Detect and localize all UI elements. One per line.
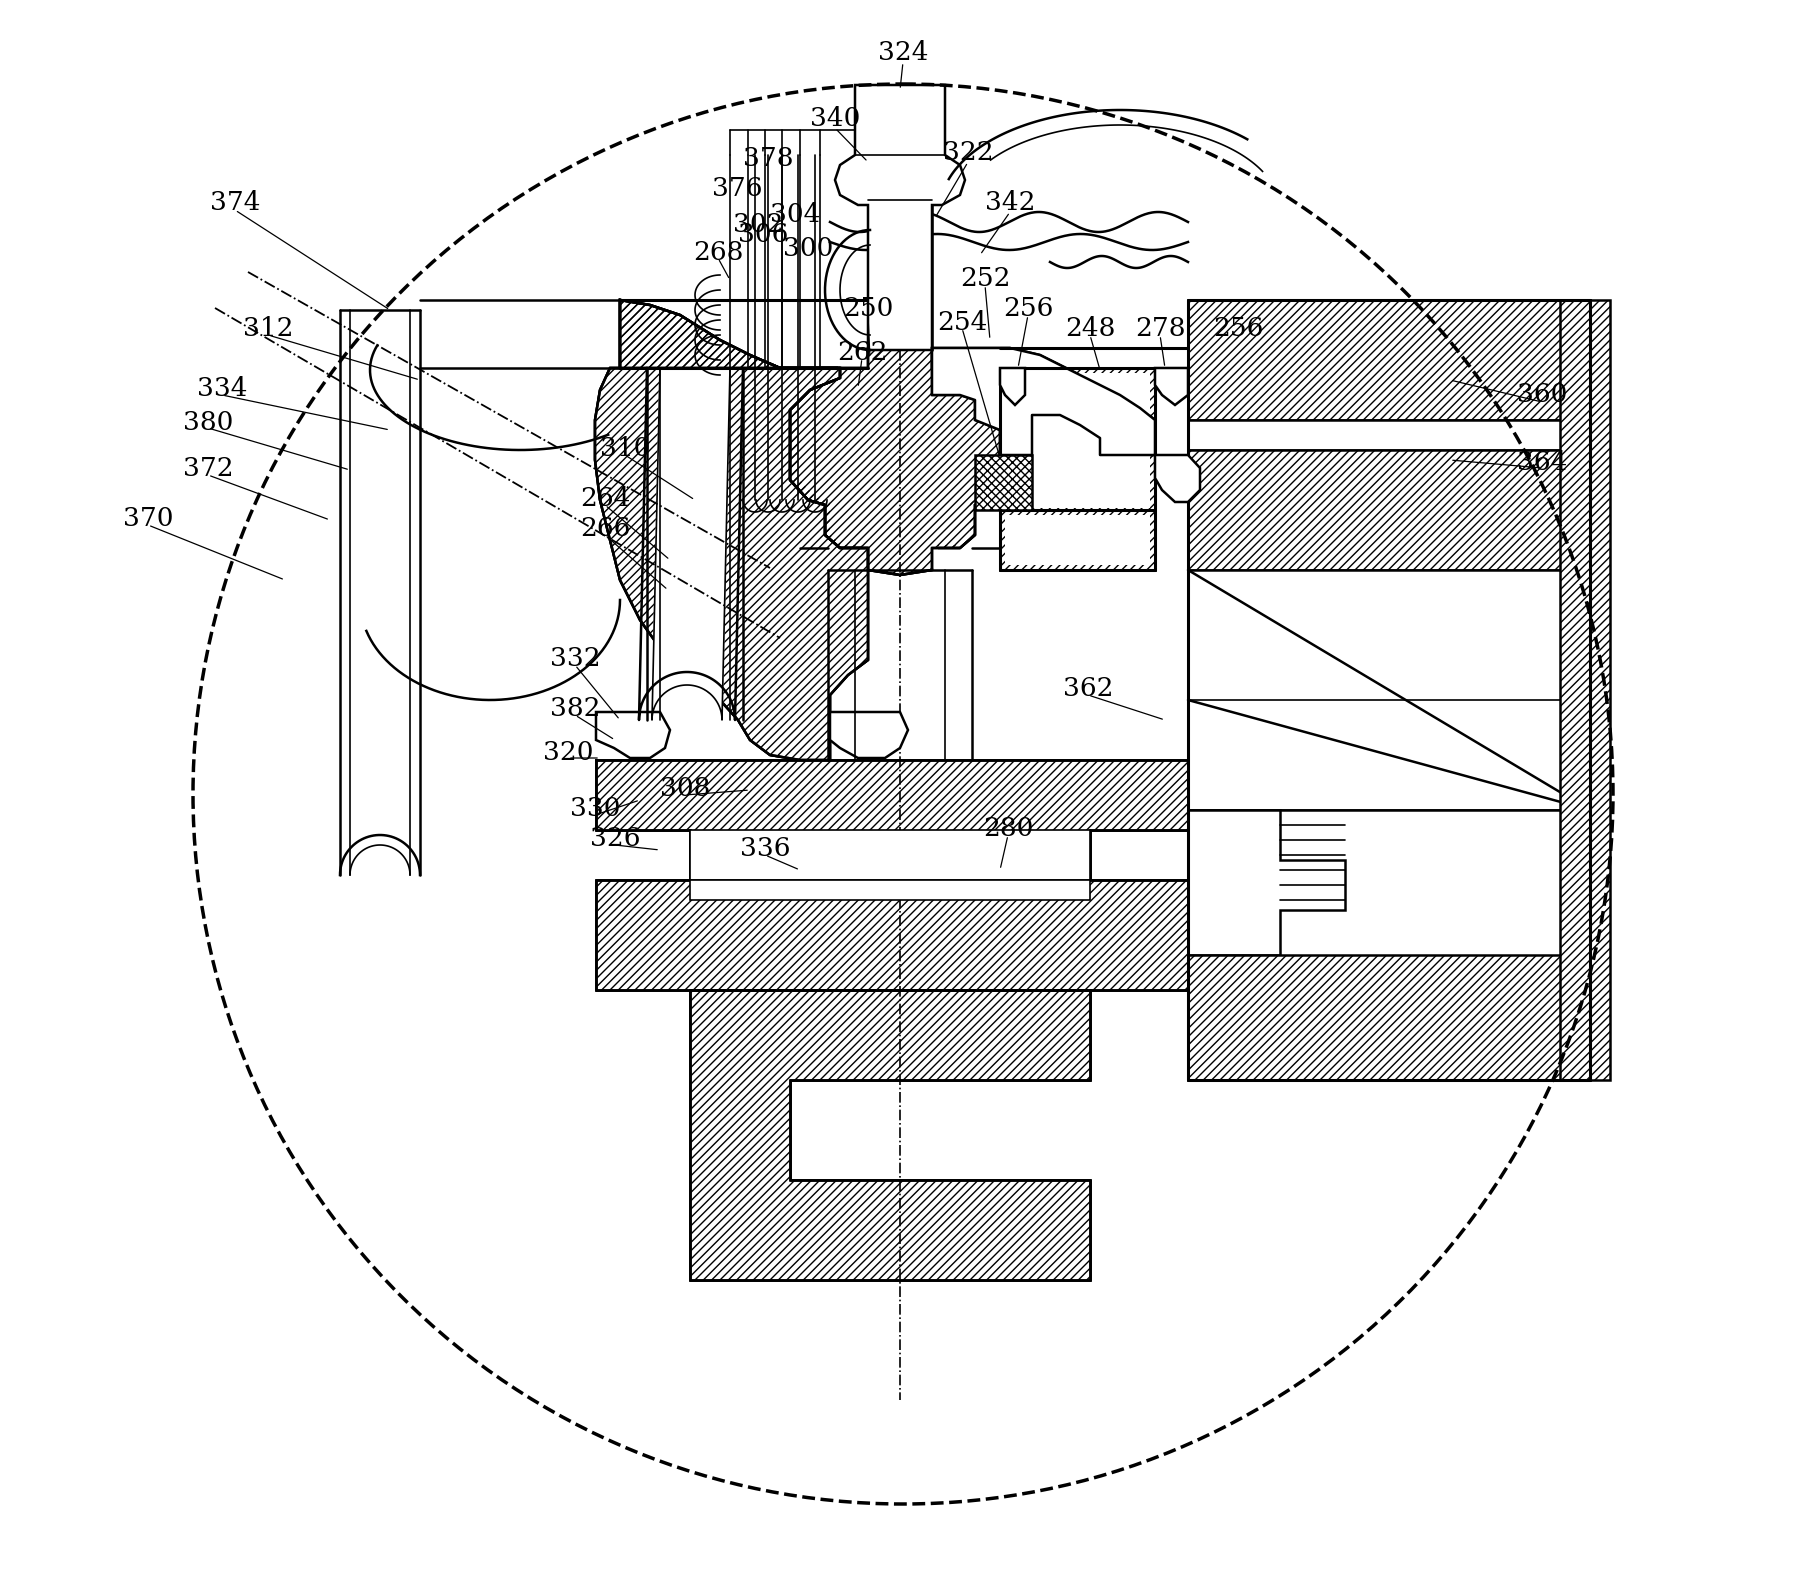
Text: 378: 378: [743, 146, 793, 170]
Text: 302: 302: [734, 213, 782, 238]
Polygon shape: [620, 300, 1010, 575]
Polygon shape: [1155, 456, 1200, 502]
Polygon shape: [932, 348, 1155, 456]
Text: 374: 374: [210, 189, 260, 214]
Bar: [690, 831, 1090, 880]
Text: 252: 252: [960, 265, 1010, 291]
Text: 250: 250: [842, 295, 893, 321]
Polygon shape: [835, 86, 965, 349]
Text: 360: 360: [1516, 383, 1567, 408]
Circle shape: [188, 79, 1617, 1509]
Text: 266: 266: [580, 516, 631, 540]
Text: 280: 280: [983, 816, 1034, 840]
Text: 380: 380: [183, 410, 233, 435]
Text: 362: 362: [1063, 675, 1113, 700]
Polygon shape: [652, 368, 730, 719]
Polygon shape: [932, 348, 1155, 456]
Polygon shape: [1187, 300, 1590, 419]
Text: 264: 264: [580, 486, 631, 510]
Polygon shape: [1559, 300, 1610, 1080]
Polygon shape: [690, 989, 1090, 1280]
Bar: [690, 880, 1090, 900]
Polygon shape: [595, 300, 867, 761]
Polygon shape: [976, 456, 1032, 510]
Polygon shape: [596, 711, 670, 757]
Text: 324: 324: [878, 40, 929, 65]
Text: 382: 382: [549, 696, 600, 721]
Text: 308: 308: [660, 775, 710, 800]
Text: 330: 330: [569, 796, 620, 821]
Polygon shape: [596, 761, 1187, 989]
Text: 322: 322: [943, 140, 994, 165]
Text: 248: 248: [1064, 316, 1115, 340]
Text: 256: 256: [1212, 316, 1263, 340]
Bar: [1005, 373, 1149, 508]
Bar: [1187, 570, 1590, 810]
Polygon shape: [690, 989, 1090, 1280]
Polygon shape: [595, 300, 867, 761]
Text: 370: 370: [123, 505, 173, 530]
Text: 332: 332: [549, 645, 600, 670]
Text: 268: 268: [692, 240, 743, 265]
Text: 256: 256: [1003, 295, 1053, 321]
Text: 304: 304: [770, 203, 820, 227]
Text: 312: 312: [242, 316, 293, 340]
Polygon shape: [999, 368, 1155, 570]
Polygon shape: [829, 711, 907, 757]
Text: 254: 254: [936, 310, 987, 335]
Polygon shape: [1187, 449, 1590, 570]
Polygon shape: [999, 368, 1025, 405]
Polygon shape: [1155, 368, 1187, 405]
Text: 340: 340: [810, 105, 860, 130]
Text: 300: 300: [782, 235, 833, 260]
Text: 364: 364: [1516, 449, 1567, 475]
Text: 262: 262: [837, 340, 887, 365]
Text: 310: 310: [600, 435, 651, 461]
Text: 376: 376: [712, 176, 763, 200]
Text: 334: 334: [197, 375, 248, 400]
Text: 326: 326: [589, 826, 640, 851]
Text: 306: 306: [737, 222, 788, 248]
Text: 278: 278: [1135, 316, 1185, 340]
Polygon shape: [1187, 954, 1590, 1080]
Text: 372: 372: [183, 456, 233, 481]
Polygon shape: [596, 761, 1187, 989]
Text: 342: 342: [985, 189, 1035, 214]
Text: 320: 320: [542, 740, 593, 764]
Bar: [1005, 515, 1149, 565]
Text: 336: 336: [739, 835, 790, 861]
Polygon shape: [629, 295, 1003, 572]
Polygon shape: [1187, 810, 1344, 954]
Bar: [1187, 419, 1590, 449]
